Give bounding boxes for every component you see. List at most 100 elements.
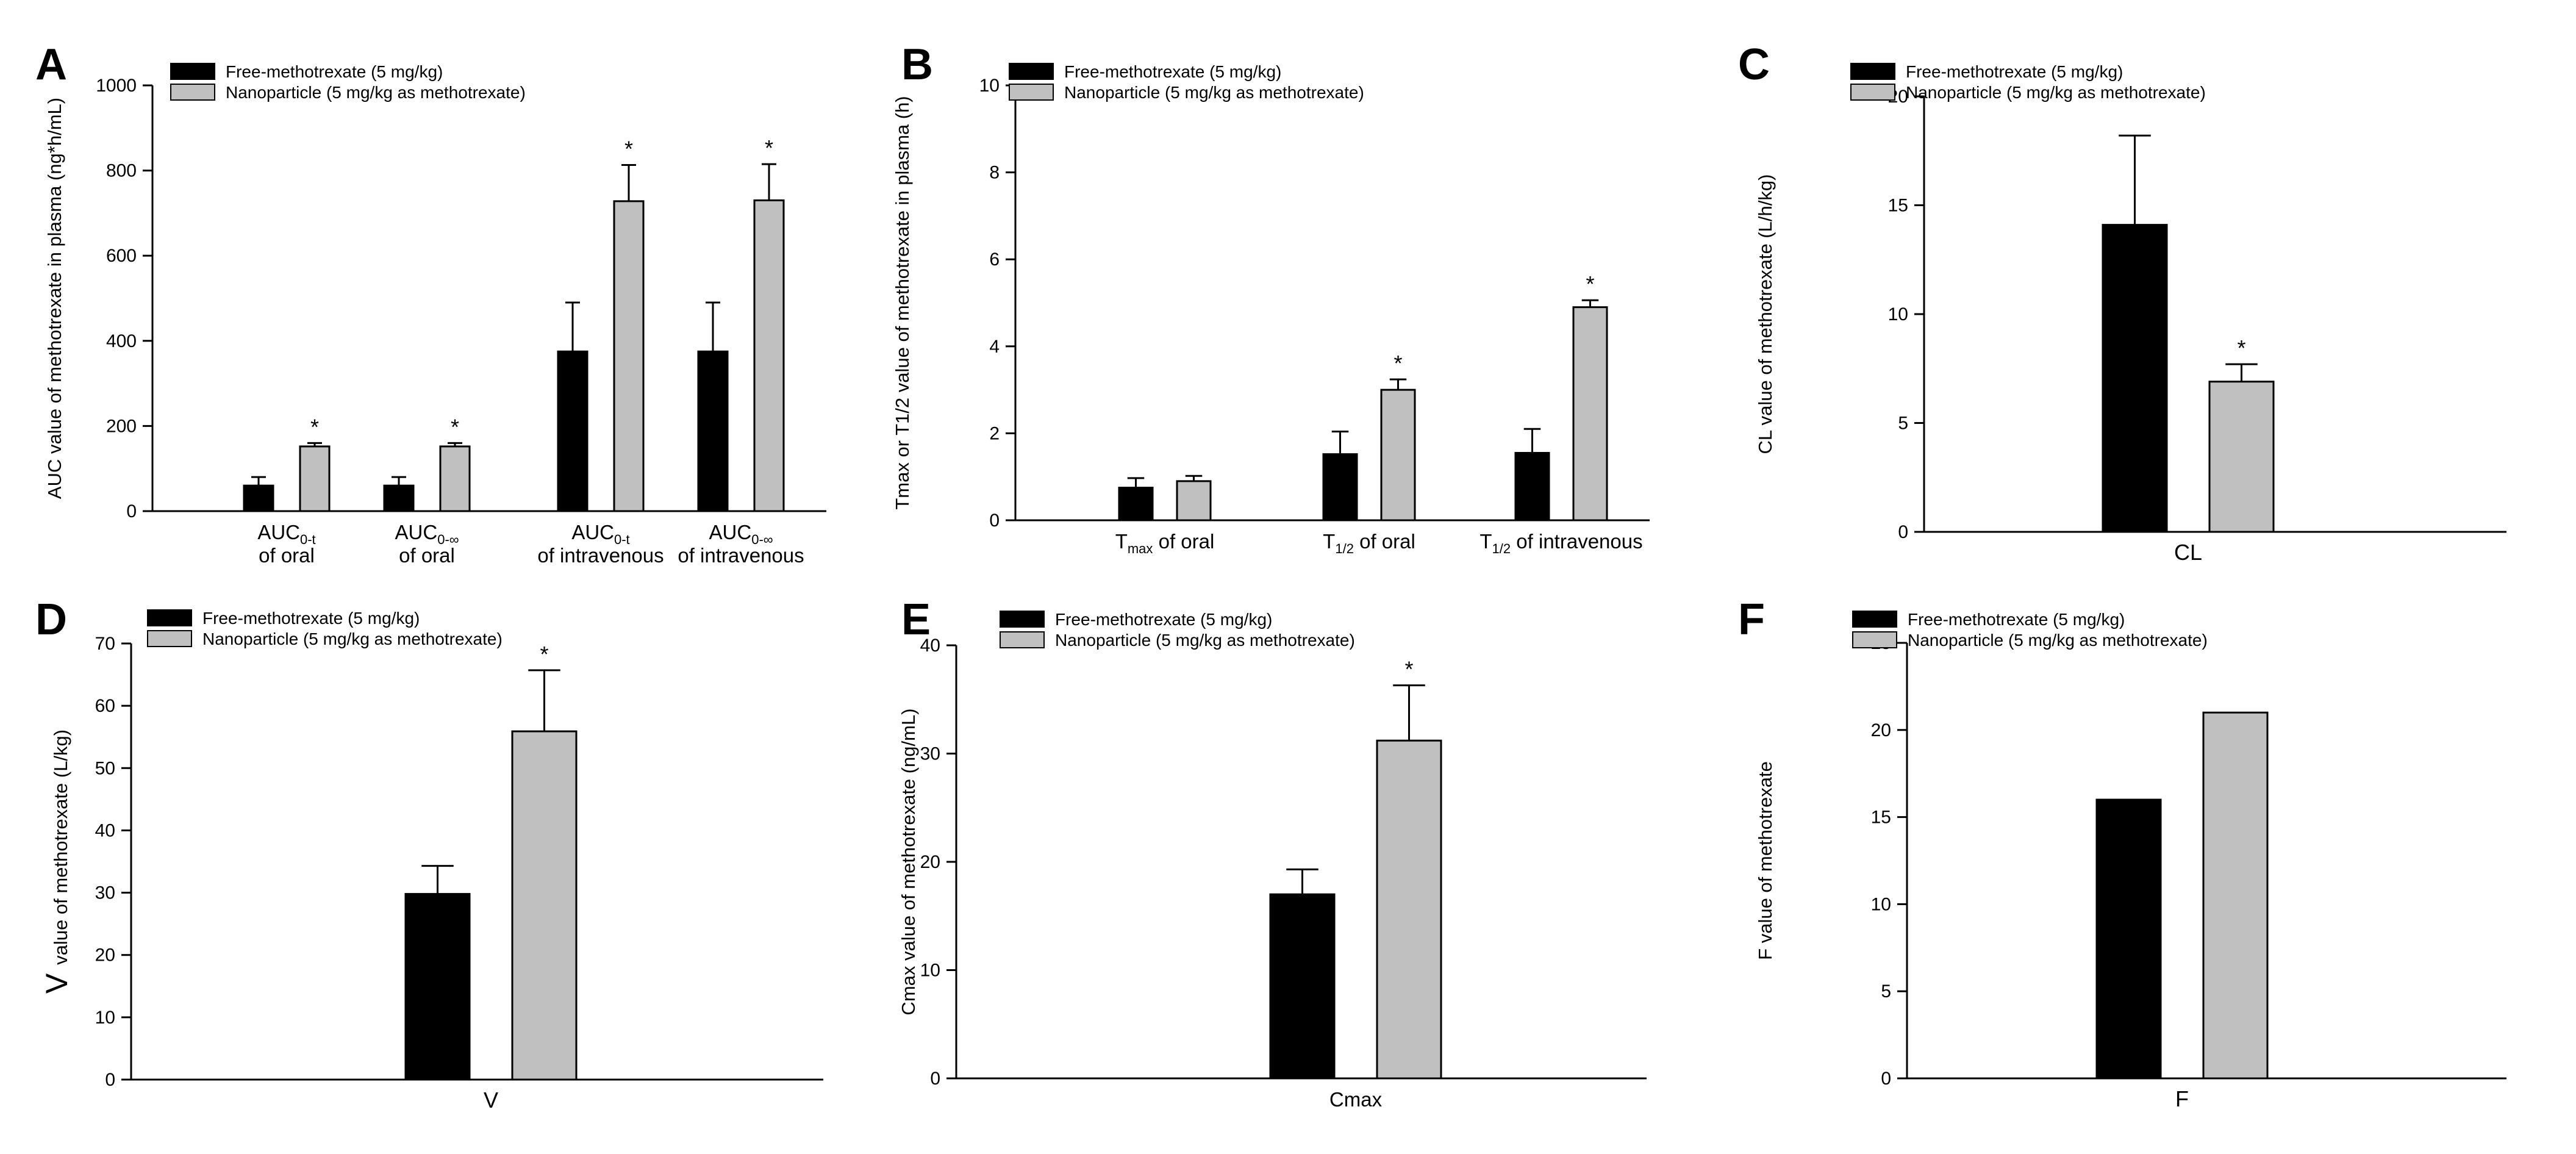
legend: Free-methotrexate (5 mg/kg)Nanoparticle …	[1009, 62, 1364, 102]
y-tick-label: 1000	[96, 76, 137, 96]
bar-free	[1322, 453, 1358, 521]
panel-A: A 0 200 400 600 800 1000 AUC value of methotrex…	[35, 40, 826, 567]
y-tick-label: 10	[1888, 304, 1908, 324]
panel-letter: F	[1738, 595, 1765, 644]
y-tick-label: 40	[920, 636, 940, 656]
legend-swatch-nanoparticle	[147, 630, 192, 647]
y-tick-label: 15	[1888, 196, 1908, 216]
x-category-label: AUC0-t	[571, 521, 629, 547]
x-category-main: AUC	[571, 521, 614, 543]
significance-marker: *	[1586, 271, 1594, 296]
legend-swatch-nanoparticle	[1009, 84, 1054, 101]
legend-swatch-nanoparticle	[1850, 84, 1895, 101]
x-category-tail: of oral	[1354, 530, 1415, 553]
significance-marker: *	[540, 642, 548, 667]
y-axis-label: CL value of methotrexate (L/h/kg)	[1755, 174, 1776, 454]
x-category-label: V	[484, 1088, 498, 1113]
x-category-main: CL	[2174, 540, 2202, 565]
x-category-main: AUC	[257, 521, 300, 543]
y-axis-label: Cmax value of methotrexate (ng/mL)	[898, 708, 919, 1015]
significance-marker: *	[765, 135, 773, 160]
y-tick-label: 0	[1898, 522, 1908, 542]
bar-nanoparticle	[753, 199, 785, 512]
y-axis-label: AUC value of methotrexate in plasma (ng*…	[44, 98, 65, 499]
y-tick-label: 4	[989, 337, 1000, 357]
x-category-label-line2: of oral	[399, 544, 455, 567]
bar-nanoparticle	[1572, 306, 1608, 521]
y-tick-label: 200	[106, 416, 137, 436]
x-category-subscript: 0-∞	[751, 532, 773, 547]
legend-swatch-free	[170, 63, 215, 80]
y-tick-label: 30	[920, 744, 940, 764]
y-axis-label: F value of methotrexate	[1755, 761, 1776, 960]
panel-letter: C	[1738, 40, 1770, 89]
x-category-label: T1/2 of intravenous	[1479, 530, 1642, 556]
y-tick-label: 5	[1881, 981, 1891, 1002]
legend-swatch-free	[1852, 611, 1897, 628]
legend-label-free: Free-methotrexate (5 mg/kg)	[202, 609, 420, 628]
significance-marker: *	[1394, 351, 1402, 376]
legend-label-free: Free-methotrexate (5 mg/kg)	[1055, 610, 1272, 629]
y-axis-label-prefix: V	[40, 965, 74, 994]
y-tick-label: 0	[126, 501, 137, 521]
bar-nanoparticle	[439, 445, 471, 512]
y-tick-label: 0	[105, 1070, 115, 1090]
y-tick-label: 20	[920, 852, 940, 872]
panel-E: E 0 10 20 30 40 Cmax value of methotrexate (ng…	[898, 595, 1647, 1111]
y-axis-label-text: F value of methotrexate	[1755, 761, 1776, 960]
legend-swatch-nanoparticle	[170, 84, 215, 101]
x-category-subscript: 1/2	[1492, 541, 1511, 556]
x-category-label: T1/2 of oral	[1323, 530, 1415, 556]
panel-letter: B	[901, 40, 933, 89]
x-category-tail: of intravenous	[1511, 530, 1642, 553]
x-category-subscript: 1/2	[1335, 541, 1354, 556]
legend-swatch-free	[147, 609, 192, 626]
x-category-label: Cmax	[1329, 1088, 1383, 1111]
panel-F: F0510152025F value of methotrexateFFree-…	[1738, 595, 2506, 1111]
bar-nanoparticle	[1380, 389, 1416, 521]
legend-label-free: Free-methotrexate (5 mg/kg)	[1064, 62, 1281, 81]
legend-label-nanoparticle: Nanoparticle (5 mg/kg as methotrexate)	[1906, 83, 2206, 102]
y-tick-label: 10	[95, 1008, 115, 1028]
panel-B: B 0 2 4 6 8 10 Tmax or T1/2 value of methotrexa…	[892, 40, 1650, 556]
x-category-tail: of oral	[1153, 530, 1214, 553]
legend: Free-methotrexate (5 mg/kg)Nanoparticle …	[1852, 610, 2208, 650]
x-category-label-line2: of oral	[259, 544, 315, 567]
x-category-label: F	[2175, 1086, 2189, 1111]
significance-marker: *	[451, 414, 459, 439]
x-category-label-line2: of intravenous	[678, 544, 804, 567]
bar-free	[697, 350, 729, 512]
y-tick-label: 20	[1871, 720, 1891, 740]
y-tick-label: 10	[1871, 894, 1891, 914]
x-category-subscript: max	[1128, 541, 1153, 556]
legend: Free-methotrexate (5 mg/kg)Nanoparticle …	[147, 609, 503, 648]
y-tick-label: 20	[95, 945, 115, 966]
x-category-label: AUC0-∞	[395, 521, 459, 547]
x-category-main: AUC	[395, 521, 438, 543]
legend-swatch-free	[1009, 63, 1054, 80]
bar-free	[1269, 893, 1336, 1080]
legend-swatch-nanoparticle	[1852, 631, 1897, 648]
legend-label-free: Free-methotrexate (5 mg/kg)	[226, 62, 443, 81]
legend: Free-methotrexate (5 mg/kg)Nanoparticle …	[170, 62, 526, 102]
y-tick-label: 15	[1871, 808, 1891, 828]
bar-free	[2102, 224, 2168, 533]
panel-D: D 0 10 20 30 40 50 60 70 V value of methotrexate …	[35, 595, 823, 1113]
bar-nanoparticle	[1376, 739, 1442, 1080]
legend-label-nanoparticle: Nanoparticle (5 mg/kg as methotrexate)	[1908, 631, 2208, 650]
bar-nanoparticle	[299, 445, 331, 512]
x-category-label: AUC0-t	[257, 521, 315, 547]
bar-nanoparticle	[2202, 711, 2269, 1080]
bar-nanoparticle	[1176, 480, 1212, 521]
y-tick-label: 40	[95, 820, 115, 840]
significance-marker: *	[1404, 657, 1413, 682]
legend-label-nanoparticle: Nanoparticle (5 mg/kg as methotrexate)	[202, 629, 503, 648]
bar-nanoparticle	[2208, 381, 2275, 533]
legend-label-free: Free-methotrexate (5 mg/kg)	[1906, 62, 2123, 81]
y-axis-label-text: Cmax value of methotrexate (ng/mL)	[898, 708, 919, 1015]
bar-free	[383, 484, 415, 512]
y-tick-label: 50	[95, 758, 115, 778]
x-category-subscript: 0-∞	[437, 532, 459, 547]
